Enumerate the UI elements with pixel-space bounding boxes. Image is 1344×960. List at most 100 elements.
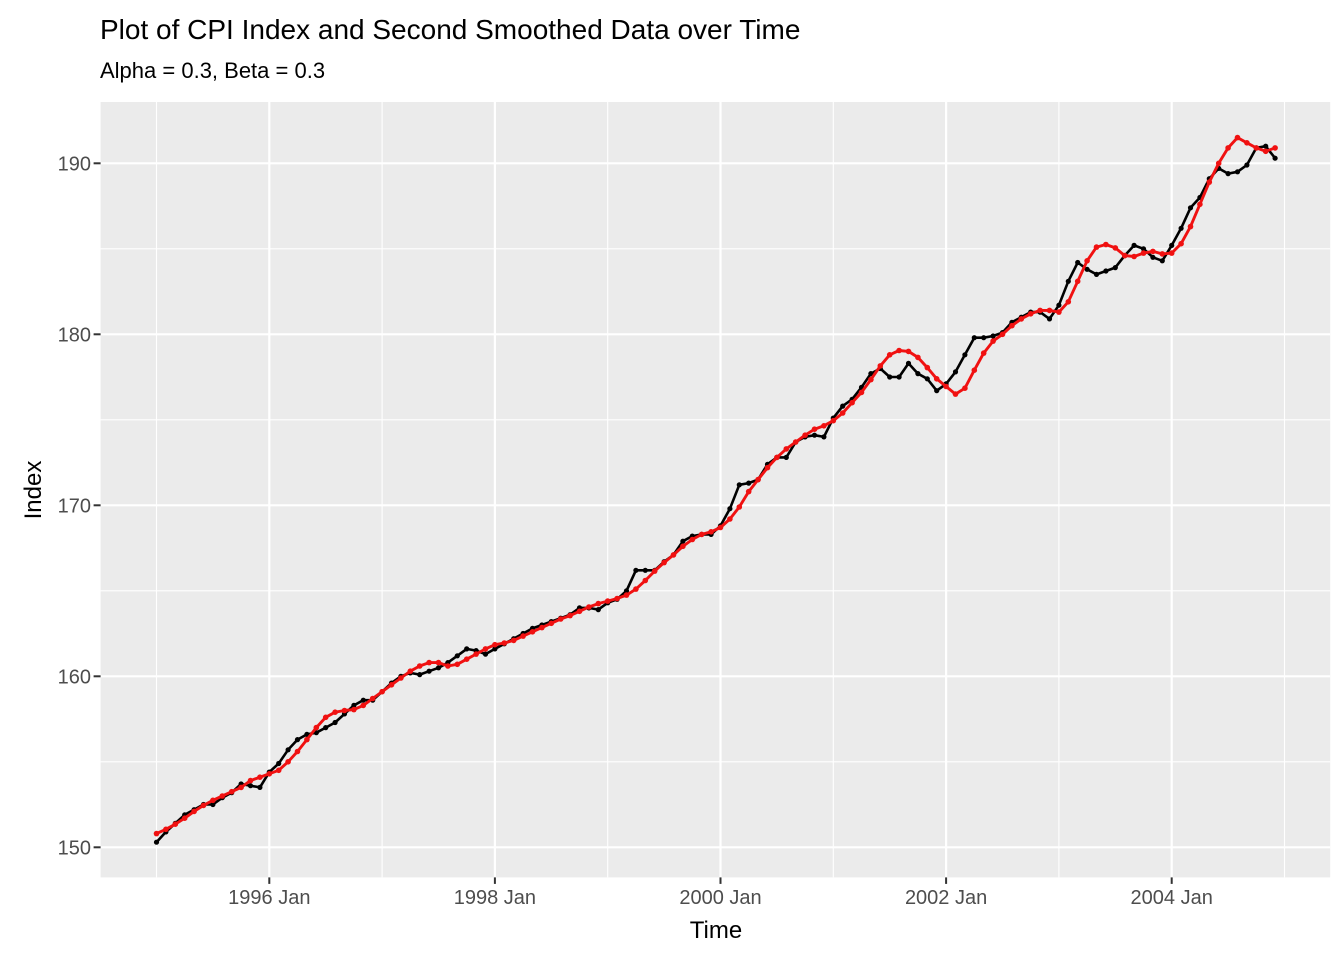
data-point	[1140, 246, 1147, 252]
data-point	[811, 426, 818, 433]
data-point	[727, 516, 733, 522]
data-point	[755, 476, 761, 483]
data-point	[172, 821, 179, 827]
data-point	[990, 333, 996, 339]
y-tick-label: 160	[58, 666, 91, 688]
data-point	[802, 432, 808, 439]
data-point	[294, 737, 301, 743]
data-point	[745, 488, 752, 495]
y-axis-label: Index	[20, 460, 47, 520]
data-point	[1187, 205, 1194, 211]
data-point	[341, 707, 348, 714]
data-point	[332, 719, 338, 726]
data-point	[924, 376, 930, 382]
data-point	[210, 797, 216, 804]
data-point	[351, 702, 357, 709]
data-point	[360, 697, 366, 703]
data-point	[783, 446, 790, 452]
data-point	[933, 376, 940, 382]
data-point	[1253, 145, 1260, 151]
data-point	[1244, 162, 1250, 168]
second-smoothed-series	[153, 134, 1278, 837]
data-point	[1150, 254, 1156, 260]
data-point	[510, 637, 517, 644]
data-point	[849, 399, 855, 406]
data-point	[1234, 134, 1241, 141]
data-point	[980, 350, 987, 356]
data-point	[1065, 278, 1071, 284]
data-point	[821, 434, 827, 440]
major-gridlines	[100, 102, 1331, 878]
data-point	[1131, 242, 1137, 248]
data-point	[934, 388, 940, 394]
data-point	[1131, 253, 1137, 260]
panel-background	[100, 102, 1331, 878]
data-point	[1112, 265, 1118, 271]
data-point	[416, 663, 423, 669]
data-point	[736, 482, 742, 488]
data-point	[717, 524, 724, 531]
data-point	[651, 568, 658, 574]
data-point	[463, 656, 470, 662]
data-point	[322, 714, 329, 721]
x-tick-label: 1996 Jan	[228, 887, 310, 909]
data-point	[454, 661, 461, 668]
data-point	[1046, 307, 1053, 314]
minor-gridlines	[100, 102, 1331, 878]
data-point	[886, 352, 893, 358]
data-point	[1056, 302, 1062, 308]
data-point	[1159, 258, 1165, 264]
data-point	[228, 788, 235, 795]
data-point	[623, 588, 630, 594]
data-point	[426, 668, 432, 674]
data-point	[821, 423, 827, 429]
y-tick-label: 150	[58, 837, 91, 859]
data-point	[238, 784, 244, 791]
data-point	[1075, 259, 1081, 266]
data-point	[257, 774, 263, 780]
data-point	[1244, 140, 1250, 146]
data-point	[595, 607, 601, 613]
data-point	[642, 577, 649, 584]
data-point	[492, 646, 498, 652]
data-point	[153, 830, 160, 837]
data-point	[952, 391, 959, 397]
data-point	[746, 480, 752, 486]
data-point	[332, 709, 338, 715]
data-point	[971, 335, 977, 341]
data-point	[952, 369, 959, 375]
data-point	[426, 659, 432, 666]
data-point	[276, 760, 282, 767]
data-point	[417, 672, 423, 678]
data-point	[999, 331, 1006, 338]
data-point	[689, 536, 696, 543]
data-point	[783, 454, 789, 460]
data-point	[1121, 252, 1128, 259]
data-point	[247, 777, 254, 784]
data-point	[557, 616, 564, 622]
data-point	[1150, 248, 1156, 255]
data-point	[680, 538, 686, 544]
data-point	[247, 783, 254, 789]
data-point	[304, 736, 310, 743]
data-point	[792, 439, 799, 445]
data-point	[1112, 245, 1119, 251]
data-point	[915, 354, 921, 361]
data-point	[868, 371, 874, 377]
data-point	[868, 376, 874, 383]
data-point	[830, 417, 837, 424]
x-tick-label: 2002 Jan	[905, 887, 987, 909]
data-point	[877, 363, 884, 369]
data-point	[1093, 244, 1100, 250]
data-point	[1263, 143, 1269, 149]
data-point	[708, 529, 714, 535]
data-point	[614, 595, 620, 602]
data-point	[858, 389, 865, 396]
data-point	[661, 559, 667, 566]
data-point	[595, 600, 602, 607]
data-point	[840, 403, 846, 409]
data-point	[1065, 299, 1072, 305]
data-point	[369, 695, 376, 702]
